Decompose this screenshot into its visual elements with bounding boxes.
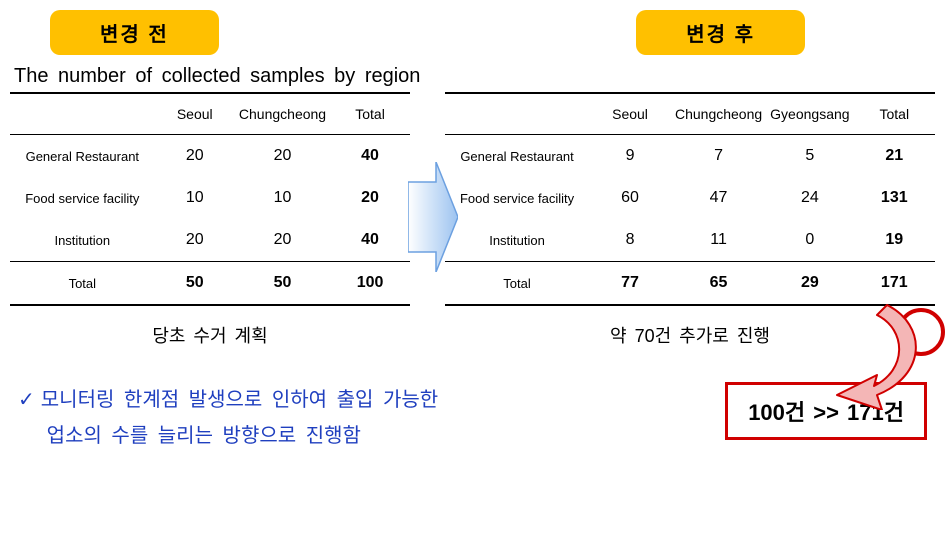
cell: 50 bbox=[235, 262, 330, 306]
cell: 7 bbox=[671, 135, 766, 178]
cell: 65 bbox=[671, 262, 766, 306]
cell: 50 bbox=[155, 262, 235, 306]
cell: 20 bbox=[330, 177, 410, 219]
row-label: Institution bbox=[445, 219, 589, 262]
cell: 40 bbox=[330, 135, 410, 178]
row-label: General Restaurant bbox=[445, 135, 589, 178]
cell: 24 bbox=[766, 177, 853, 219]
row-label: Total bbox=[10, 262, 155, 306]
row-label: General Restaurant bbox=[10, 135, 155, 178]
cell: 21 bbox=[854, 135, 935, 178]
tables-row: Seoul Chungcheong Total General Restaura… bbox=[10, 92, 935, 348]
cell: 20 bbox=[235, 135, 330, 178]
cell: 100 bbox=[330, 262, 410, 306]
cell: 77 bbox=[589, 262, 671, 306]
note-line2: 업소의 수를 늘리는 방향으로 진행함 bbox=[47, 425, 361, 447]
table-after: Seoul Chungcheong Gyeongsang Total Gener… bbox=[445, 92, 935, 348]
cell: 5 bbox=[766, 135, 853, 178]
pill-before: 변경 전 bbox=[50, 10, 219, 55]
caption-after: 약 70건 추가로 진행 bbox=[445, 322, 935, 348]
cell: 40 bbox=[330, 219, 410, 262]
cell: 29 bbox=[766, 262, 853, 306]
col-header: Seoul bbox=[589, 93, 671, 135]
col-header: Total bbox=[330, 93, 410, 135]
cell: 60 bbox=[589, 177, 671, 219]
cell: 20 bbox=[155, 135, 235, 178]
cell: 11 bbox=[671, 219, 766, 262]
col-header: Gyeongsang bbox=[766, 93, 853, 135]
col-header: Seoul bbox=[155, 93, 235, 135]
cell: 8 bbox=[589, 219, 671, 262]
pill-row: 변경 전 변경 후 bbox=[10, 10, 935, 55]
cell: 20 bbox=[155, 219, 235, 262]
col-header: Chungcheong bbox=[671, 93, 766, 135]
col-header: Total bbox=[854, 93, 935, 135]
row-label: Institution bbox=[10, 219, 155, 262]
pill-after: 변경 후 bbox=[636, 10, 805, 55]
col-header: Chungcheong bbox=[235, 93, 330, 135]
cell: 10 bbox=[155, 177, 235, 219]
page-title: The number of collected samples by regio… bbox=[14, 65, 935, 88]
table-before: Seoul Chungcheong Total General Restaura… bbox=[10, 92, 410, 348]
cell-highlight: 171 bbox=[854, 262, 935, 306]
cell: 0 bbox=[766, 219, 853, 262]
note-text: ✓ 모니터링 한계점 발생으로 인하여 출입 가능한 업소의 수를 늘리는 방향으… bbox=[18, 382, 438, 454]
cell: 19 bbox=[854, 219, 935, 262]
note-row: ✓ 모니터링 한계점 발생으로 인하여 출입 가능한 업소의 수를 늘리는 방향으… bbox=[10, 382, 935, 454]
cell: 10 bbox=[235, 177, 330, 219]
caption-before: 당초 수거 계획 bbox=[10, 322, 410, 348]
cell: 47 bbox=[671, 177, 766, 219]
cell: 131 bbox=[854, 177, 935, 219]
result-box: 100건 >> 171건 bbox=[725, 382, 927, 440]
row-label: Food service facility bbox=[10, 177, 155, 219]
cell: 9 bbox=[589, 135, 671, 178]
note-line1: 모니터링 한계점 발생으로 인하여 출입 가능한 bbox=[41, 389, 438, 411]
cell: 20 bbox=[235, 219, 330, 262]
row-label: Total bbox=[445, 262, 589, 306]
row-label: Food service facility bbox=[445, 177, 589, 219]
check-icon: ✓ bbox=[18, 389, 35, 411]
